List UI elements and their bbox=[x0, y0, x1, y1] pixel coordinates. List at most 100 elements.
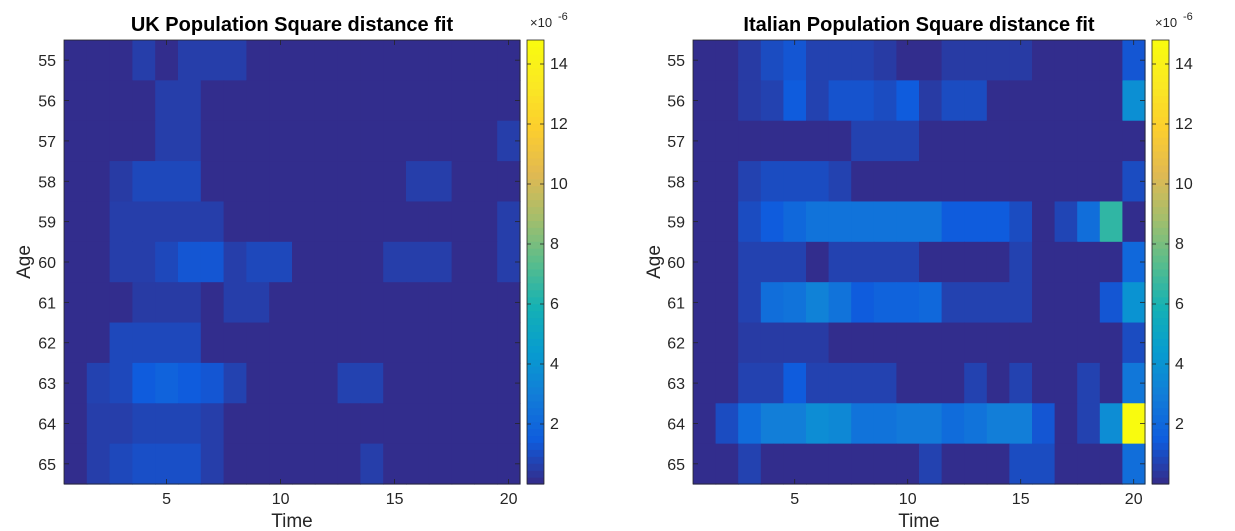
heatmap-cell bbox=[919, 403, 943, 445]
heatmap-cell bbox=[1009, 40, 1033, 81]
heatmap-cell bbox=[360, 322, 384, 364]
heatmap-cell bbox=[314, 322, 339, 364]
heatmap-cell bbox=[292, 322, 316, 364]
y-tick-label: 56 bbox=[667, 94, 685, 111]
heatmap-cell bbox=[178, 161, 202, 203]
heatmap-cell bbox=[873, 201, 897, 243]
heatmap-cell bbox=[132, 322, 156, 364]
heatmap-cell bbox=[132, 80, 156, 122]
heatmap-cell bbox=[919, 80, 943, 122]
colorbar-segment bbox=[1152, 67, 1169, 76]
heatmap-cell bbox=[64, 403, 88, 445]
heatmap-cell bbox=[178, 443, 202, 485]
heatmap-cell bbox=[1099, 322, 1123, 364]
heatmap-cell bbox=[1032, 241, 1056, 283]
heatmap-cell bbox=[360, 443, 384, 485]
chart-title: Italian Population Square distance fit bbox=[743, 14, 1095, 36]
heatmap-cell bbox=[292, 80, 316, 122]
colorbar-segment bbox=[527, 428, 544, 437]
heatmap-cell bbox=[873, 40, 897, 81]
heatmap-cell bbox=[337, 403, 361, 445]
chart-title: UK Population Square distance fit bbox=[131, 14, 454, 36]
heatmap-cell bbox=[760, 40, 784, 81]
heatmap-cell bbox=[292, 443, 316, 485]
y-tick-label: 64 bbox=[667, 416, 685, 433]
heatmap-cell bbox=[406, 322, 430, 364]
heatmap-cell bbox=[383, 282, 407, 324]
colorbar-tick-label: 12 bbox=[1175, 116, 1193, 133]
heatmap-cell bbox=[337, 40, 361, 81]
colorbar-segment bbox=[1152, 95, 1169, 104]
heatmap-cell bbox=[155, 80, 179, 122]
heatmap-cell bbox=[693, 161, 717, 203]
y-tick-label: 55 bbox=[38, 53, 56, 70]
colorbar-tick-label: 6 bbox=[1175, 296, 1184, 313]
heatmap-cell bbox=[64, 120, 88, 162]
heatmap-cell bbox=[896, 282, 920, 324]
heatmap-cell bbox=[314, 443, 339, 485]
heatmap-cell bbox=[783, 161, 807, 203]
colorbar-segment bbox=[1152, 317, 1169, 326]
heatmap-cell bbox=[1077, 322, 1101, 364]
colorbar-segment bbox=[1152, 137, 1169, 145]
colorbar-segment bbox=[527, 60, 544, 69]
heatmap-cell bbox=[314, 80, 339, 122]
heatmap-cell bbox=[715, 40, 739, 81]
colorbar-tick-label: 4 bbox=[1175, 356, 1184, 373]
heatmap-cell bbox=[1099, 282, 1123, 324]
colorbar-segment bbox=[1152, 262, 1169, 270]
heatmap-cell bbox=[1009, 443, 1033, 485]
heatmap-cell bbox=[451, 443, 475, 485]
colorbar-segment bbox=[527, 178, 544, 187]
colorbar-segment bbox=[1152, 463, 1169, 471]
colorbar-segment bbox=[527, 151, 544, 159]
heatmap-cell bbox=[155, 40, 179, 81]
heatmap-cell bbox=[132, 443, 156, 485]
heatmap-cell bbox=[497, 120, 521, 162]
heatmap-cell bbox=[360, 80, 384, 122]
heatmap-cell bbox=[760, 241, 784, 283]
heatmap-cell bbox=[246, 282, 270, 324]
heatmap-cell bbox=[269, 362, 293, 404]
heatmap-cell bbox=[406, 40, 430, 81]
heatmap-cell bbox=[86, 403, 111, 445]
heatmap-cell bbox=[941, 322, 965, 364]
heatmap-cell bbox=[1009, 362, 1033, 404]
heatmap-cell bbox=[919, 322, 943, 364]
heatmap-cell bbox=[715, 241, 739, 283]
heatmap-cell bbox=[383, 161, 407, 203]
heatmap-cell bbox=[783, 362, 807, 404]
heatmap-cell bbox=[1099, 362, 1123, 404]
colorbar-tick-label: 14 bbox=[1175, 56, 1193, 73]
heatmap-cell bbox=[1032, 80, 1056, 122]
heatmap-cell bbox=[1099, 201, 1123, 243]
heatmap-cell bbox=[851, 40, 875, 81]
heatmap-cell bbox=[86, 201, 111, 243]
heatmap-cell bbox=[873, 80, 897, 122]
heatmap-cell bbox=[406, 120, 430, 162]
heatmap-cell bbox=[337, 362, 361, 404]
colorbar-segment bbox=[1152, 185, 1169, 194]
colorbar-segment bbox=[1152, 449, 1169, 457]
x-axis-label: Time bbox=[271, 511, 313, 531]
colorbar-segment bbox=[527, 185, 544, 194]
y-axis-label: Age bbox=[14, 245, 35, 279]
heatmap-cell bbox=[109, 80, 133, 122]
heatmap-cell bbox=[474, 80, 498, 122]
colorbar-segment bbox=[527, 366, 544, 374]
heatmap-cell bbox=[383, 80, 407, 122]
heatmap-cell bbox=[132, 40, 156, 81]
heatmap-cell bbox=[474, 322, 498, 364]
heatmap-cell bbox=[64, 201, 88, 243]
colorbar-segment bbox=[527, 171, 544, 180]
heatmap-cell bbox=[806, 362, 830, 404]
colorbar-segment bbox=[1152, 130, 1169, 138]
heatmap-cell bbox=[497, 282, 521, 324]
heatmap-cell bbox=[1077, 120, 1101, 162]
heatmap-cell bbox=[314, 161, 339, 203]
heatmap-cell bbox=[1054, 282, 1078, 324]
heatmap-cell bbox=[200, 362, 225, 404]
heatmap-cell bbox=[738, 80, 762, 122]
heatmap-cell bbox=[428, 241, 453, 283]
